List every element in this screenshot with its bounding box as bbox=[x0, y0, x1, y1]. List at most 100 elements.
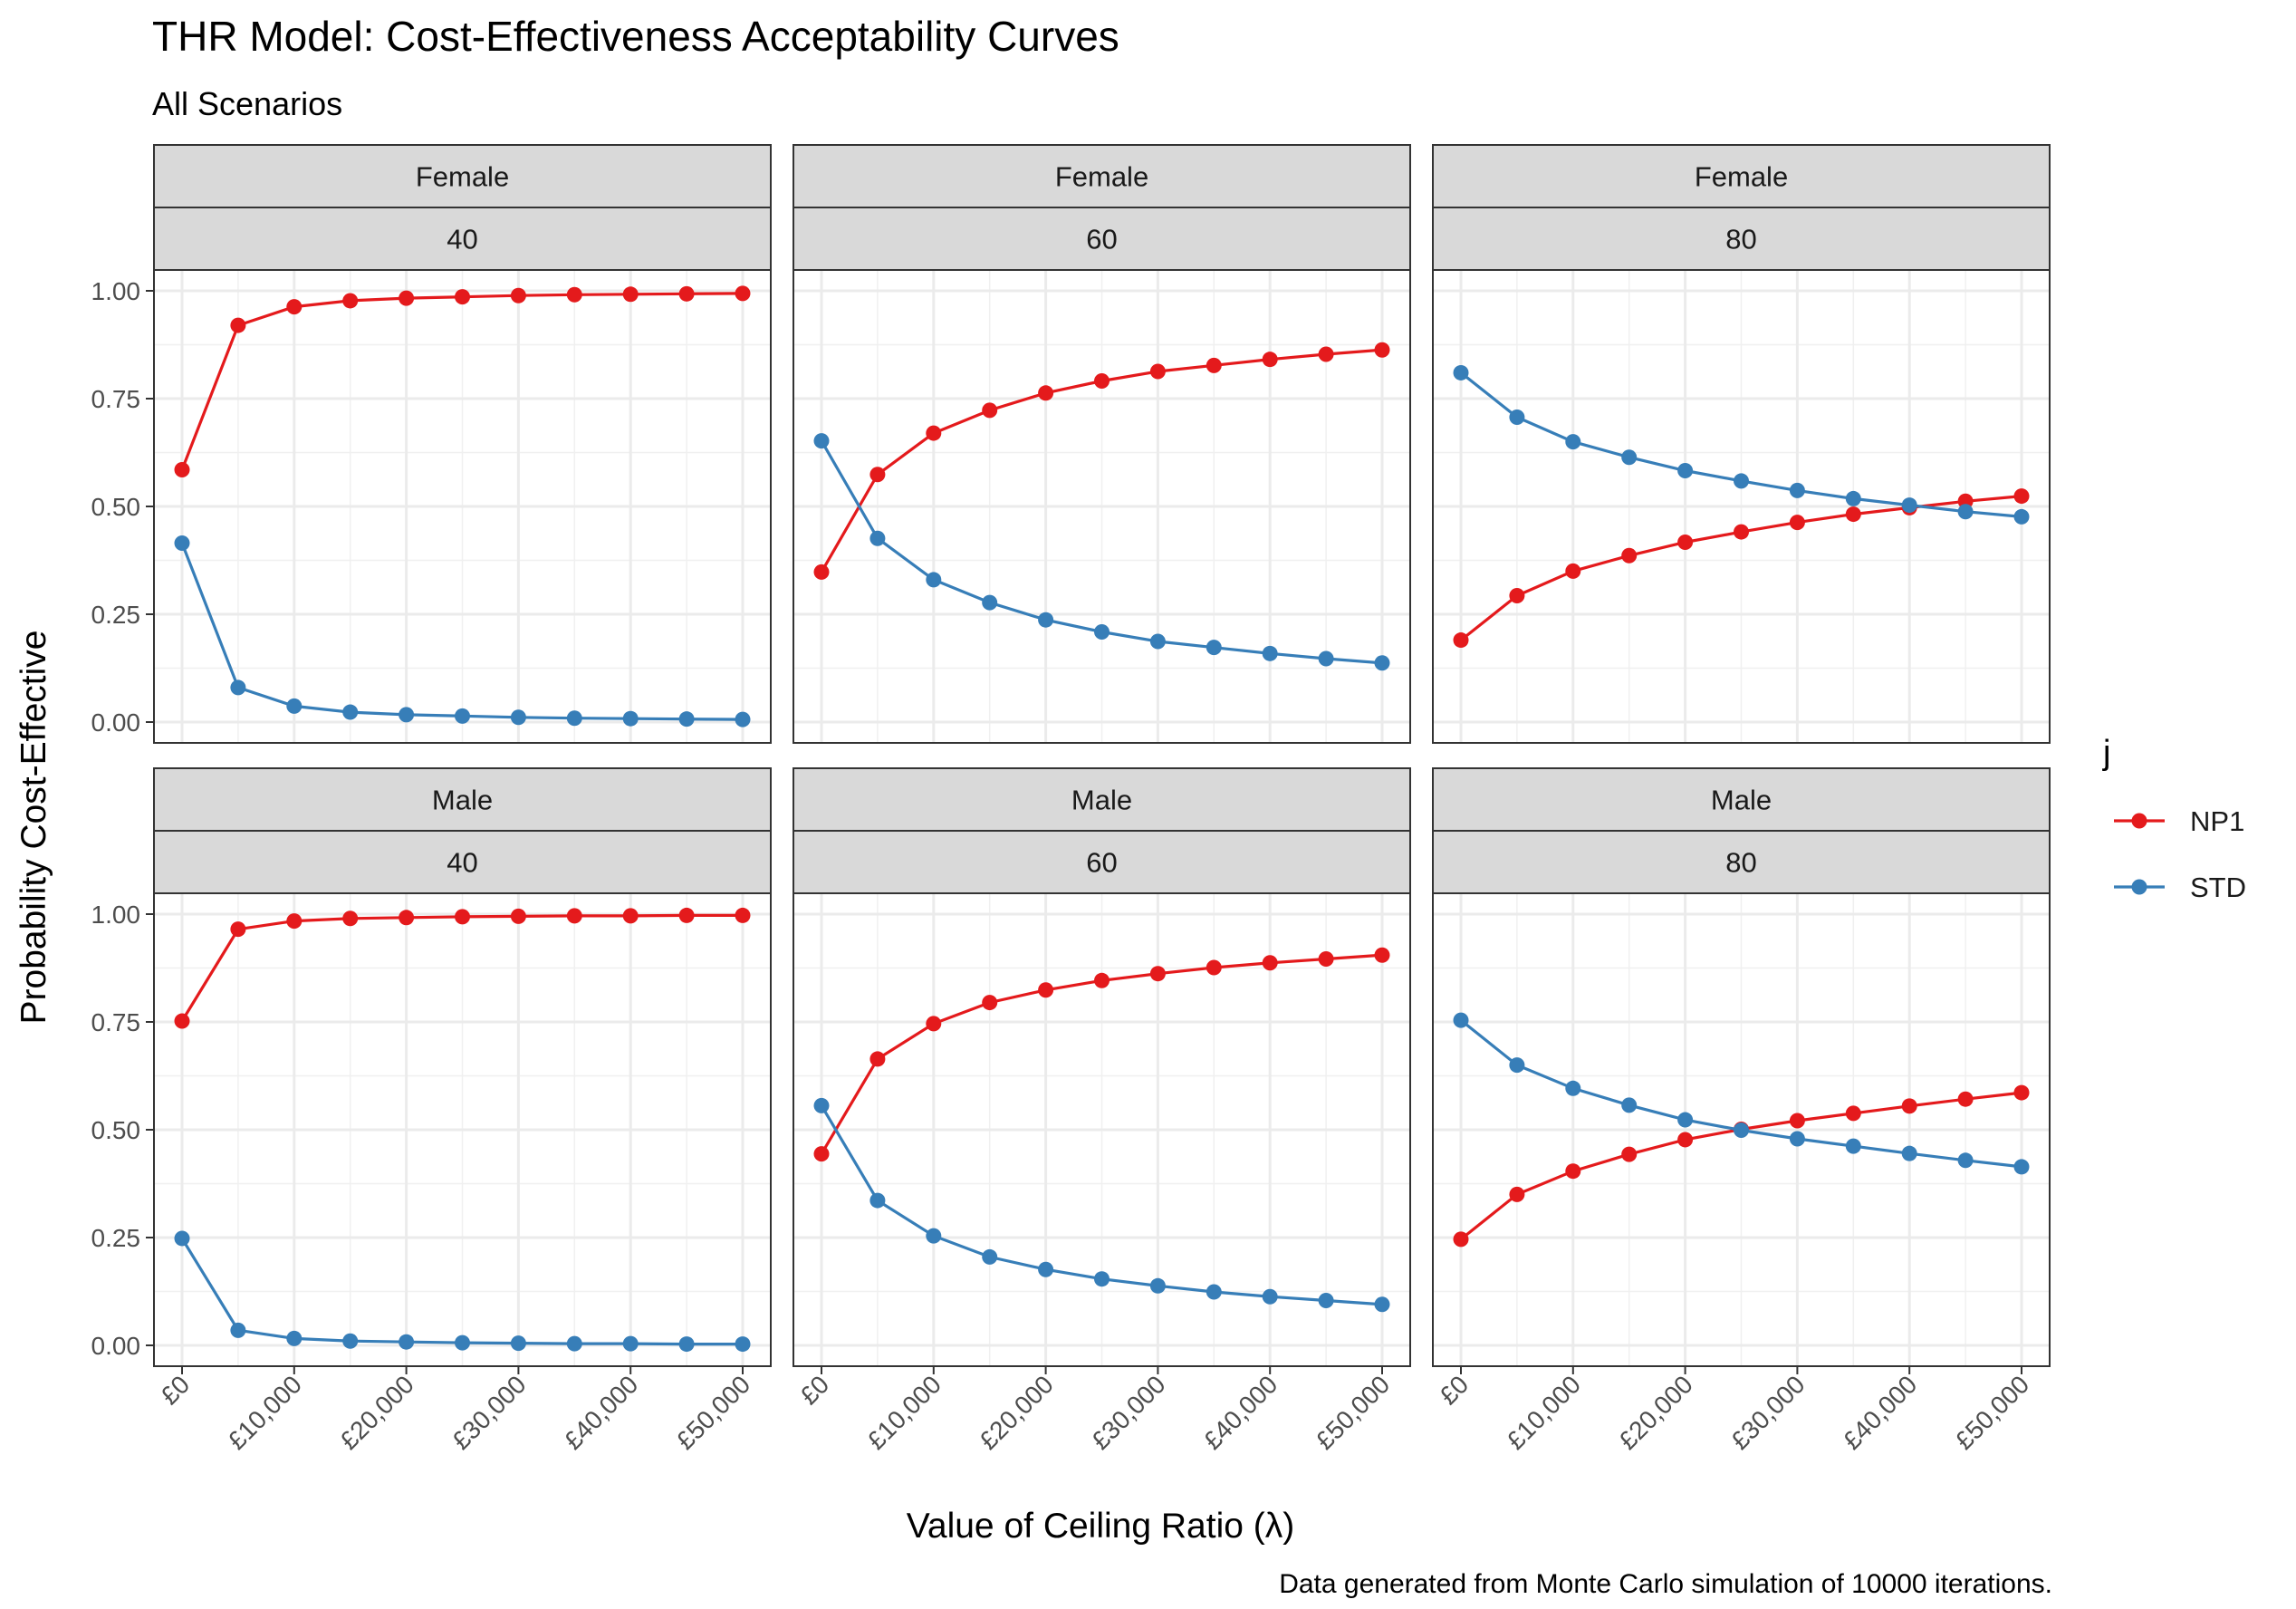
strip-sex: Male bbox=[153, 767, 772, 832]
data-point bbox=[1957, 1091, 1974, 1107]
strip-sex: Male bbox=[1432, 767, 2051, 832]
data-point bbox=[1677, 462, 1694, 478]
data-point bbox=[1318, 650, 1334, 667]
data-point bbox=[1038, 385, 1054, 401]
data-point bbox=[1262, 955, 1278, 971]
data-point bbox=[622, 286, 639, 303]
panel-border bbox=[1432, 269, 2051, 744]
series-np1 bbox=[813, 342, 1390, 580]
x-axis: £0 £10,000 £20,000 £30,000 £40,000 £50,000 bbox=[155, 1366, 755, 1455]
panel-border bbox=[793, 892, 1411, 1367]
data-point bbox=[869, 1192, 886, 1209]
data-point bbox=[1621, 547, 1638, 564]
y-tick-label: 0.25 bbox=[91, 1224, 141, 1252]
data-point bbox=[1262, 1288, 1278, 1305]
data-point bbox=[622, 908, 639, 924]
y-tick-label: 0.25 bbox=[91, 601, 141, 629]
data-point bbox=[1509, 409, 1525, 425]
y-tick-label: 1.00 bbox=[91, 277, 141, 305]
data-point bbox=[230, 679, 246, 696]
gridlines bbox=[154, 893, 771, 1366]
data-point bbox=[982, 1248, 998, 1265]
data-point bbox=[2013, 1084, 2030, 1101]
data-point bbox=[399, 707, 415, 723]
data-point bbox=[926, 1016, 942, 1032]
series-std bbox=[813, 1097, 1390, 1313]
x-tick-label: £30,000 bbox=[1086, 1370, 1170, 1454]
data-point bbox=[230, 1322, 246, 1338]
y-tick-label: 0.00 bbox=[91, 708, 141, 737]
data-point bbox=[1845, 1105, 1861, 1122]
data-point bbox=[678, 1336, 695, 1353]
data-point bbox=[1149, 1277, 1166, 1294]
series-std bbox=[174, 1230, 751, 1353]
y-axis: 0.00 0.25 0.50 0.75 1.00 bbox=[91, 901, 154, 1360]
y-tick-label: 0.50 bbox=[91, 493, 141, 521]
series-std bbox=[1453, 364, 2030, 525]
strip-age: 80 bbox=[1432, 207, 2051, 271]
y-tick-label: 1.00 bbox=[91, 901, 141, 929]
strip-age-label: 60 bbox=[1086, 847, 1117, 879]
y-tick-label: 0.75 bbox=[91, 1008, 141, 1036]
data-point bbox=[1149, 633, 1166, 650]
data-point bbox=[735, 711, 751, 727]
legend-items: NP1 STD bbox=[2114, 805, 2246, 903]
y-axis-label: Probability Cost-Effective bbox=[14, 631, 53, 1025]
data-point bbox=[622, 1335, 639, 1352]
data-point bbox=[230, 317, 246, 333]
data-point bbox=[455, 909, 470, 925]
strip-age: 80 bbox=[1432, 830, 2051, 894]
strip-sex: Female bbox=[1432, 144, 2051, 208]
data-point bbox=[1734, 1122, 1749, 1138]
x-tick-label: £40,000 bbox=[559, 1370, 643, 1454]
data-point bbox=[1789, 1113, 1805, 1129]
data-point bbox=[1565, 563, 1581, 579]
gridlines bbox=[154, 270, 771, 743]
x-tick-label: £10,000 bbox=[1502, 1370, 1586, 1454]
data-point bbox=[813, 433, 830, 449]
strip-sex: Female bbox=[793, 144, 1411, 208]
strip-sex: Male bbox=[793, 767, 1411, 832]
data-point bbox=[566, 710, 582, 727]
data-point bbox=[1677, 535, 1694, 551]
data-point bbox=[1957, 504, 1974, 520]
data-point bbox=[1734, 524, 1749, 540]
strip-age-label: 60 bbox=[1086, 224, 1117, 255]
x-tick-label: £10,000 bbox=[223, 1370, 307, 1454]
data-point bbox=[230, 921, 246, 938]
facet-panel: Female 80 bbox=[1432, 144, 2051, 744]
x-tick-label: £50,000 bbox=[671, 1370, 755, 1454]
data-point bbox=[2013, 1159, 2030, 1175]
data-point bbox=[926, 1228, 942, 1244]
x-axis-label: Value of Ceiling Ratio (λ) bbox=[907, 1507, 1294, 1546]
x-tick-label: £0 bbox=[155, 1370, 195, 1410]
x-tick-label: £30,000 bbox=[447, 1370, 531, 1454]
data-point bbox=[813, 564, 830, 580]
data-point bbox=[1206, 1284, 1222, 1300]
data-point bbox=[286, 913, 303, 930]
gridlines bbox=[1433, 270, 2050, 743]
data-point bbox=[399, 910, 415, 926]
x-tick-label: £20,000 bbox=[1613, 1370, 1697, 1454]
data-point bbox=[286, 1330, 303, 1346]
data-point bbox=[510, 287, 526, 303]
data-point bbox=[869, 467, 886, 483]
legend: j NP1 STD bbox=[2102, 734, 2246, 903]
series-np1 bbox=[174, 285, 751, 478]
data-point bbox=[1318, 951, 1334, 968]
strip-age-label: 80 bbox=[1725, 847, 1756, 879]
data-point bbox=[2013, 488, 2030, 505]
data-point bbox=[566, 1335, 582, 1352]
data-point bbox=[622, 710, 639, 727]
strip-age: 60 bbox=[793, 830, 1411, 894]
data-point bbox=[735, 907, 751, 923]
strip-sex: Female bbox=[153, 144, 772, 208]
data-point bbox=[510, 1335, 526, 1352]
data-point bbox=[982, 402, 998, 419]
data-point bbox=[455, 289, 470, 305]
x-tick-label: £10,000 bbox=[862, 1370, 946, 1454]
facet-panel: Female 40 0.00 0.25 0.50 0.75 1.00 bbox=[91, 144, 772, 744]
data-point bbox=[1453, 364, 1469, 381]
data-point bbox=[1565, 1163, 1581, 1180]
x-tick-label: £40,000 bbox=[1198, 1370, 1282, 1454]
